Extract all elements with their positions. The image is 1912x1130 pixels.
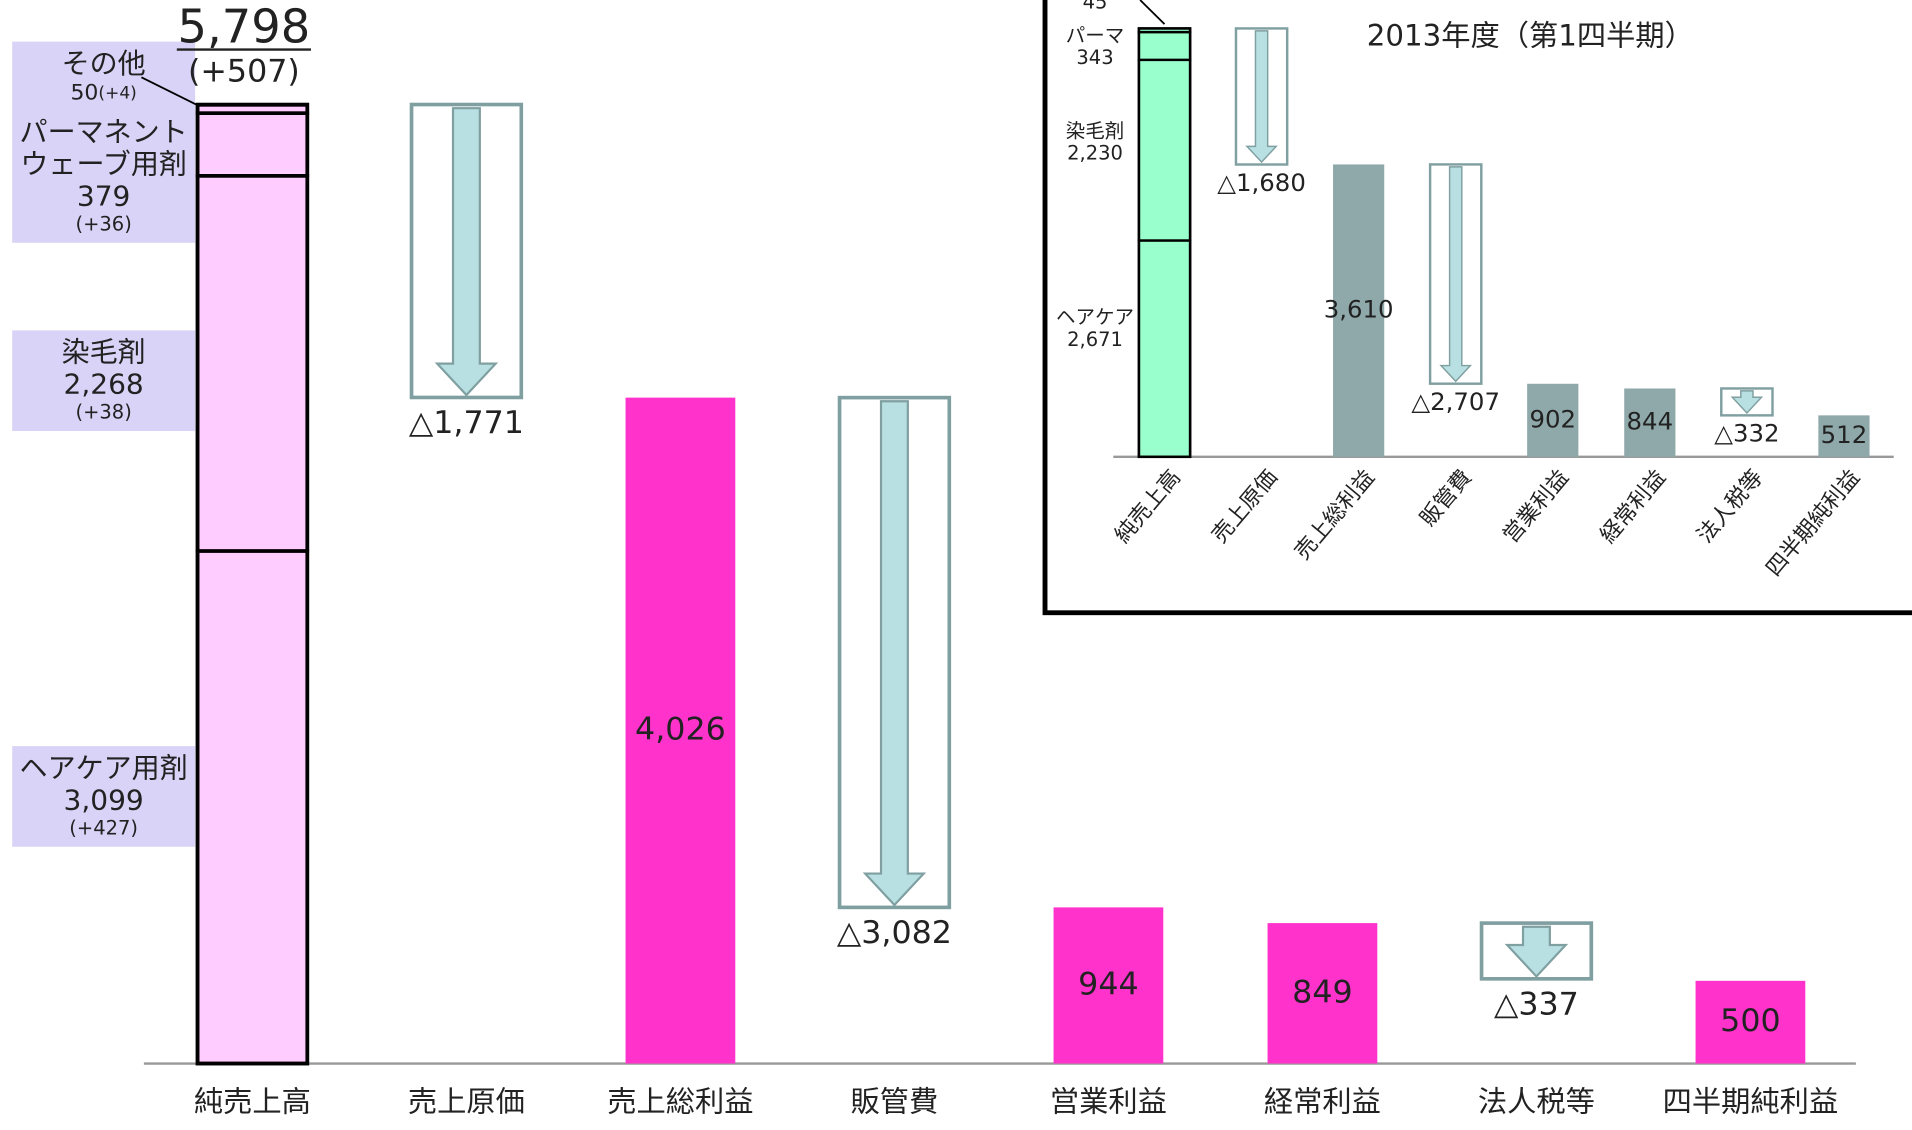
segment-label-part: (+427) [69,816,138,839]
segment-label: 45 [1083,0,1108,13]
segment-label-part: 2,671 [1067,327,1123,350]
segment-label-part: パーマネント [20,115,188,148]
segment-label-part: ヘアケア [1056,305,1134,328]
segment-label: (+427) [69,816,138,839]
decrease-arrow [1730,390,1764,415]
segment-label-part: 45 [1083,0,1108,13]
segment-label: (+36) [75,212,131,235]
segment [195,111,310,178]
segment-label: 379 [77,179,131,212]
segment [1137,239,1192,459]
bar [625,397,736,1064]
bar [1527,383,1579,457]
segment-label: 50(+4) [70,80,136,105]
leader-line [141,76,198,106]
segment-label: 2,268 [64,368,144,401]
x-tick-label: 法人税等 [1478,1084,1595,1118]
segment-label: 染毛剤 [62,336,146,369]
value-label: 4,026 [635,712,726,748]
bar [1818,415,1870,457]
segment [195,174,310,553]
bar [1053,907,1164,1064]
segment-label-part: その他 [62,47,146,80]
value-label: △1,680 [1217,168,1306,197]
value-label: △1,771 [409,405,524,441]
value-label: 3,610 [1324,295,1394,324]
label-box [12,330,196,432]
total-bar [195,102,310,1066]
total-bar [1137,27,1192,459]
segment-label-part: 染毛剤 [62,336,146,369]
value-label: △337 [1494,987,1579,1023]
segment-label: 2,671 [1067,327,1123,350]
x-tick-label: 販管費 [851,1084,939,1118]
decrease-arrow [1439,166,1473,383]
leader-line [1139,0,1166,25]
segment-label-part: 2,230 [1067,141,1123,164]
value-label: △332 [1714,419,1779,448]
segment [195,549,310,1066]
value-label: △2,707 [1411,387,1500,416]
bar [1267,923,1378,1064]
segment-label-part: パーマ [1066,24,1124,47]
segment-label-part: ヘアケア用剤 [20,751,188,784]
segment-label: ヘアケア用剤 [20,751,188,784]
value-label: 849 [1292,974,1352,1010]
value-label: △3,082 [837,915,952,951]
segment [1137,30,1192,62]
segment-label: 3,099 [64,783,144,816]
segment-label: 2,230 [1067,141,1123,164]
segment-label: その他 [62,47,146,80]
segment-label: (+38) [75,400,131,423]
segment-label-part: ウェーブ用剤 [20,147,187,180]
label-box [12,746,196,847]
segment-label-part: (+36) [75,212,131,235]
segment-label-part: 染毛剤 [1066,119,1124,142]
decrease-arrow [862,400,927,907]
segment-label: パーマネント [20,115,188,148]
value-label: 500 [1720,1003,1780,1039]
segment-label-part: (+4) [98,83,136,103]
bar [1624,388,1676,457]
x-tick-label: 売上原価 [408,1084,525,1118]
value-label: 902 [1530,404,1577,433]
inset-title: 2013年度（第1四半期） [1367,19,1694,53]
main-chart: 純売上高ヘアケア用剤3,099(+427)染毛剤2,268(+38)パーマネント… [12,0,1856,1118]
segment-label: ウェーブ用剤 [20,147,187,180]
x-tick-label: 営業利益 [1050,1084,1167,1118]
label-box [12,110,196,243]
total-change: (+507) [188,54,300,90]
segment-label-part: 343 [1076,46,1113,69]
segment-label-part: 2,268 [64,368,144,401]
decrease-arrow [434,107,499,397]
segment-label-part: 50 [70,80,98,105]
segment-label: 染毛剤 [1066,119,1124,142]
segment [1137,58,1192,242]
label-box [12,41,196,114]
segment-label: パーマ [1066,24,1124,47]
x-tick-label: 売上総利益 [607,1084,753,1118]
segment-label-part: 3,099 [64,783,144,816]
bar [1333,164,1385,457]
bar [1695,980,1806,1064]
value-label: 512 [1821,420,1868,449]
x-tick-label: 四半期純利益 [1663,1084,1839,1118]
decrease-arrow [1245,30,1278,164]
total-label: 5,798 [178,0,311,54]
value-label: 844 [1627,407,1674,436]
segment-label: 343 [1076,46,1113,69]
segment-label-part: 379 [77,179,131,212]
x-tick-label: 純売上高 [194,1084,311,1118]
segment-label-part: (+38) [75,400,131,423]
value-label: 944 [1078,967,1138,1003]
segment-label: ヘアケア [1056,305,1134,328]
decrease-arrow [1504,925,1569,979]
x-tick-label: 経常利益 [1264,1084,1381,1118]
